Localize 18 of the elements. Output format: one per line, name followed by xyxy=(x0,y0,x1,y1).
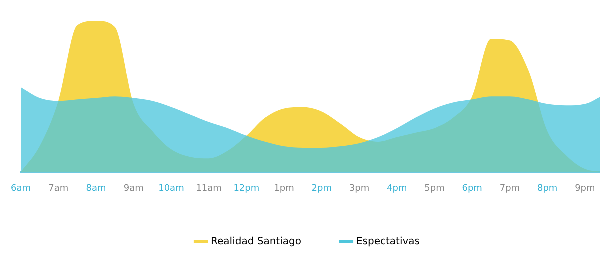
x-tick-label: 7am xyxy=(48,184,69,194)
x-tick-label: 3pm xyxy=(349,184,370,194)
x-tick-label: 9am xyxy=(124,184,144,194)
x-tick-label: 9pm xyxy=(575,184,596,194)
x-tick-label: 6am xyxy=(10,184,32,194)
x-tick-label: 10am xyxy=(158,184,184,194)
x-tick-label: 12pm xyxy=(234,184,260,194)
x-tick-label: 8am xyxy=(86,184,106,194)
x-tick-label: 2pm xyxy=(312,184,332,194)
x-tick-label: 5pm xyxy=(424,184,445,194)
x-tick-label: 7pm xyxy=(500,184,520,194)
x-tick-label: 6pm xyxy=(462,184,482,194)
x-tick-label: 4pm xyxy=(387,184,408,194)
x-tick-label: 8pm xyxy=(537,184,558,194)
x-tick-label: 11am xyxy=(196,184,222,194)
legend-label: Espectativas xyxy=(356,236,420,248)
legend-label: Realidad Santiago xyxy=(211,236,302,248)
x-tick-label: 1pm xyxy=(274,184,294,194)
